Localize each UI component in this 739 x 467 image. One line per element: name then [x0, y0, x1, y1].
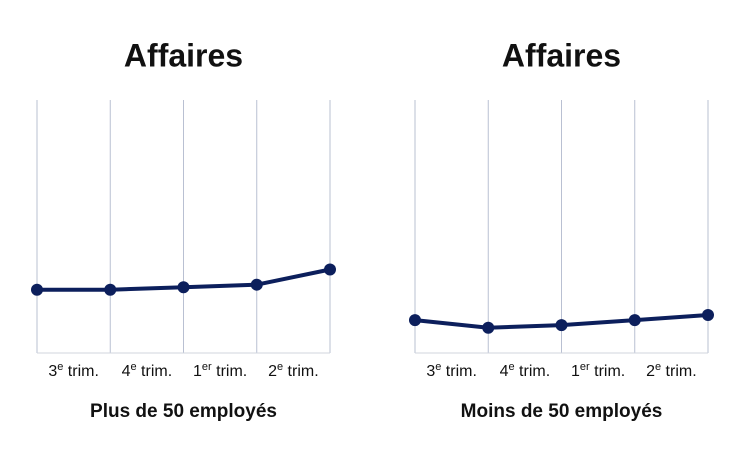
point: [555, 319, 568, 332]
x-tick-label: 3e trim.: [48, 361, 99, 380]
chart-title: Affaires: [124, 37, 243, 73]
chart-title: Affaires: [502, 37, 621, 73]
point: [31, 283, 43, 296]
x-tick-label: 1er trim.: [193, 361, 247, 380]
x-tick-label: 4e trim.: [500, 361, 551, 380]
point: [177, 281, 190, 294]
point: [628, 314, 641, 327]
chart-subtitle: Plus de 50 employés: [90, 401, 277, 422]
point: [702, 309, 714, 322]
point: [324, 263, 336, 276]
point: [482, 321, 495, 334]
x-tick-label: 3e trim.: [426, 361, 477, 380]
x-tick-label: 2e trim.: [268, 361, 319, 380]
x-tick-label: 4e trim.: [122, 361, 173, 380]
point: [409, 314, 421, 327]
x-tick-label: 1er trim.: [571, 361, 625, 380]
chart-subtitle: Moins de 50 employés: [461, 401, 663, 422]
point: [250, 278, 263, 291]
x-tick-label: 2e trim.: [646, 361, 697, 380]
point: [104, 283, 117, 296]
